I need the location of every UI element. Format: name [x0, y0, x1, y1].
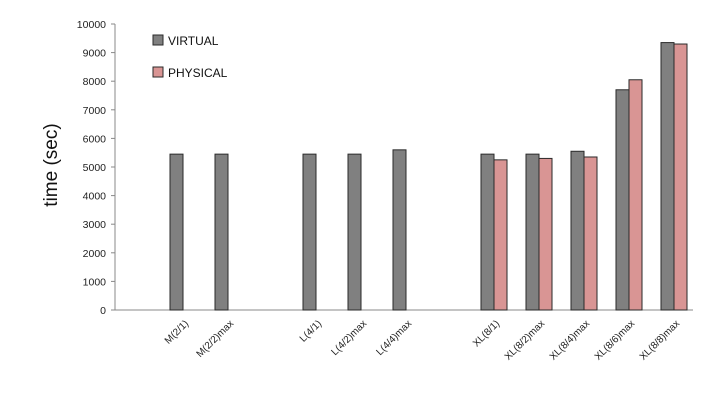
y-tick-label: 6000 [83, 133, 107, 145]
x-tick-label: L(4/2)max [330, 318, 370, 358]
y-tick-label: 4000 [83, 191, 107, 203]
bar-virtual-7 [570, 150, 585, 311]
y-tick-label: 7000 [83, 105, 107, 117]
y-tick-label: 1000 [83, 276, 107, 288]
legend-swatch-physical [152, 66, 164, 78]
y-tick-label: 9000 [83, 48, 107, 60]
bar-virtual-9 [660, 42, 675, 311]
x-tick-label: XL(8/8)max [638, 318, 682, 362]
x-tick-label: XL(8/4)max [548, 318, 592, 362]
bar-virtual-6 [525, 153, 540, 311]
bar-virtual-1 [214, 153, 229, 311]
x-tick-label: XL(8/1) [471, 318, 502, 349]
bar-physical-5 [493, 159, 508, 311]
bar-physical-9 [673, 43, 688, 311]
bar-physical-7 [583, 156, 598, 311]
legend-swatch-virtual [152, 34, 164, 46]
bar-virtual-4 [392, 149, 407, 311]
y-tick-label: 3000 [83, 219, 107, 231]
bar-physical-8 [628, 79, 643, 311]
y-tick-label: 0 [100, 305, 106, 317]
bar-virtual-8 [615, 89, 630, 311]
x-tick-label: M(2/1) [163, 318, 191, 346]
x-tick-label: XL(8/2)max [503, 318, 547, 362]
x-tick-label: XL(8/6)max [593, 318, 637, 362]
bar-virtual-5 [480, 153, 495, 311]
y-tick-label: 10000 [77, 19, 106, 31]
bar-virtual-0 [169, 153, 184, 311]
y-axis-title: time (sec) [41, 123, 62, 206]
x-tick-label: L(4/1) [298, 318, 324, 344]
bar-physical-6 [538, 157, 553, 311]
legend-label-virtual: VIRTUAL [168, 34, 219, 48]
legend-label-physical: PHYSICAL [168, 66, 228, 80]
bar-virtual-2 [302, 153, 317, 311]
bar-virtual-3 [347, 153, 362, 311]
y-tick-label: 5000 [83, 162, 107, 174]
y-tick-label: 8000 [83, 76, 107, 88]
x-tick-label: L(4/4)max [375, 318, 415, 358]
x-tick-label: M(2/2)max [195, 318, 237, 360]
y-tick-label: 2000 [83, 248, 107, 260]
